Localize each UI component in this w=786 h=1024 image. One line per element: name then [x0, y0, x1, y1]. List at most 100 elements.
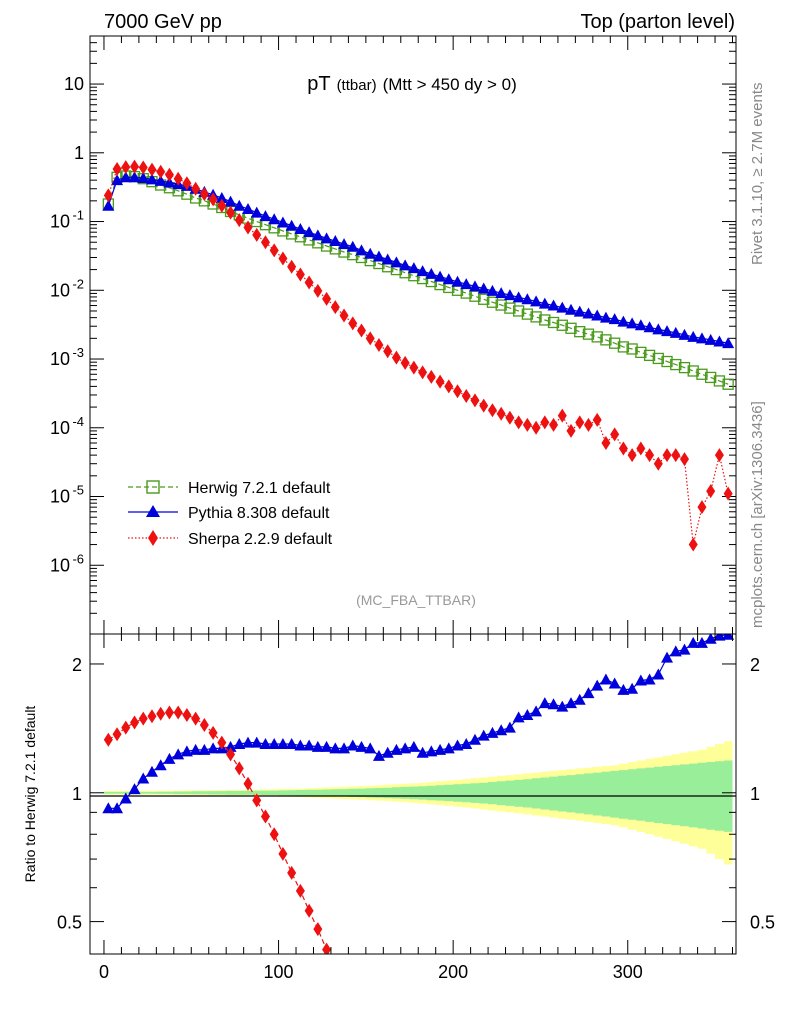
- y-tick-exponent: -1: [72, 208, 84, 223]
- pythia-main-point: [643, 321, 656, 333]
- herwig-main-point: [713, 375, 726, 387]
- x-tick-label: 200: [438, 962, 468, 982]
- sherpa-ratio-point: [103, 732, 113, 747]
- pythia-ratio-point: [364, 742, 377, 754]
- pythia-ratio-point: [512, 711, 525, 723]
- sherpa-main-point: [409, 360, 419, 375]
- pythia-main-point: [591, 309, 604, 321]
- y-tick-label: 10: [50, 418, 70, 438]
- sherpa-ratio-point: [234, 761, 244, 776]
- sherpa-main-point: [592, 412, 602, 427]
- pythia-ratio-point: [434, 743, 447, 755]
- pythia-main-point: [530, 295, 543, 307]
- sherpa-main-point: [164, 167, 174, 182]
- legend-item-herwig: Herwig 7.2.1 default: [128, 480, 331, 497]
- pythia-main-point: [294, 222, 307, 234]
- y-tick-label: 10: [64, 74, 84, 94]
- pythia-ratio-point: [320, 740, 333, 752]
- legend-item-sherpa: Sherpa 2.2.9 default: [128, 530, 333, 548]
- sherpa-main-point: [645, 448, 655, 463]
- pythia-ratio-point: [695, 636, 708, 648]
- pythia-ratio-point: [486, 726, 499, 738]
- pythia-ratio-point: [111, 802, 124, 814]
- pythia-main-point: [573, 305, 586, 317]
- pythia-main-point: [102, 199, 115, 211]
- pythia-ratio-point: [355, 740, 368, 752]
- sherpa-ratio-point: [199, 718, 209, 733]
- herwig-main-point: [504, 302, 516, 314]
- header-right: Top (parton level): [580, 11, 735, 33]
- sherpa-main-point: [199, 187, 209, 202]
- sherpa-ratio-point: [217, 735, 227, 750]
- pythia-main-point: [434, 270, 447, 282]
- pythia-ratio-point: [678, 643, 691, 655]
- sherpa-main-point: [208, 192, 218, 207]
- pythia-ratio-point: [634, 674, 647, 686]
- pythia-ratio-point: [207, 742, 220, 754]
- pythia-ratio-point: [556, 700, 569, 712]
- pythia-main-point: [599, 311, 612, 323]
- pythia-ratio-point: [276, 738, 289, 750]
- sherpa-ratio-point: [322, 942, 332, 954]
- legend-marker-herwig: [146, 480, 160, 494]
- pythia-main-point: [695, 332, 708, 344]
- sherpa-main-point: [304, 275, 314, 290]
- sherpa-main-point: [453, 384, 463, 399]
- pythia-main-point: [268, 213, 281, 225]
- sherpa-ratio-point: [243, 776, 253, 791]
- herwig-main-point: [722, 378, 734, 390]
- pythia-main-point: [477, 282, 490, 294]
- pythia-ratio-point: [250, 736, 263, 748]
- pythia-main-point: [669, 326, 682, 338]
- herwig-main-point: [617, 341, 630, 353]
- sherpa-main-point: [383, 344, 393, 359]
- sherpa-ratio-point: [278, 846, 288, 861]
- legend-item-pythia: Pythia 8.308 default: [128, 505, 330, 522]
- herwig-main-point: [696, 368, 708, 380]
- herwig-main-point: [600, 334, 612, 346]
- sherpa-main-point: [610, 427, 620, 442]
- herwig-main-point: [512, 305, 525, 317]
- sherpa-ratio-point: [112, 727, 122, 742]
- legend-marker-pythia: [146, 505, 160, 517]
- sherpa-main-point: [627, 448, 637, 463]
- plot-title-sub: (ttbar): [337, 77, 377, 94]
- sherpa-main-point: [156, 164, 166, 179]
- sherpa-main-point: [706, 484, 716, 499]
- pythia-ratio-point: [338, 742, 351, 754]
- pythia-main-point: [582, 307, 595, 319]
- pythia-main-point: [137, 171, 150, 183]
- pythia-main-point: [687, 330, 700, 342]
- sherpa-main-point: [147, 162, 157, 177]
- pythia-ratio-point: [381, 746, 394, 758]
- header-left: 7000 GeV pp: [104, 11, 222, 33]
- pythia-main-point: [303, 226, 316, 238]
- pythia-ratio-point: [145, 765, 158, 777]
- y-tick-exponent: -2: [72, 276, 84, 291]
- sherpa-main-point: [714, 448, 724, 463]
- legend-label-pythia: Pythia 8.308 default: [188, 505, 330, 522]
- pythia-ratio-point: [390, 743, 403, 755]
- pythia-main-point: [556, 301, 569, 313]
- pythia-ratio-point: [311, 740, 324, 752]
- pythia-ratio-point: [102, 802, 115, 814]
- sherpa-ratio-point: [191, 711, 201, 726]
- sherpa-ratio-point: [164, 705, 174, 720]
- pythia-ratio-point: [669, 645, 682, 657]
- pythia-ratio-point: [294, 739, 307, 751]
- herwig-main-point: [670, 358, 682, 371]
- y-tick-label: 10: [50, 280, 70, 300]
- sherpa-ratio-point: [182, 707, 192, 722]
- legend-label-sherpa: Sherpa 2.2.9 default: [188, 531, 333, 548]
- pythia-ratio-point: [119, 792, 132, 804]
- sherpa-main-point: [252, 227, 262, 242]
- pythia-main-point: [381, 253, 394, 265]
- herwig-main-point: [705, 371, 717, 384]
- sherpa-main-point: [426, 369, 436, 384]
- pythia-main-point: [486, 284, 499, 296]
- pythia-main-point: [364, 247, 377, 259]
- sherpa-main-point: [549, 417, 559, 432]
- pythia-main-point: [355, 244, 368, 256]
- herwig-main-point: [582, 328, 595, 340]
- pythia-main-point: [547, 299, 560, 311]
